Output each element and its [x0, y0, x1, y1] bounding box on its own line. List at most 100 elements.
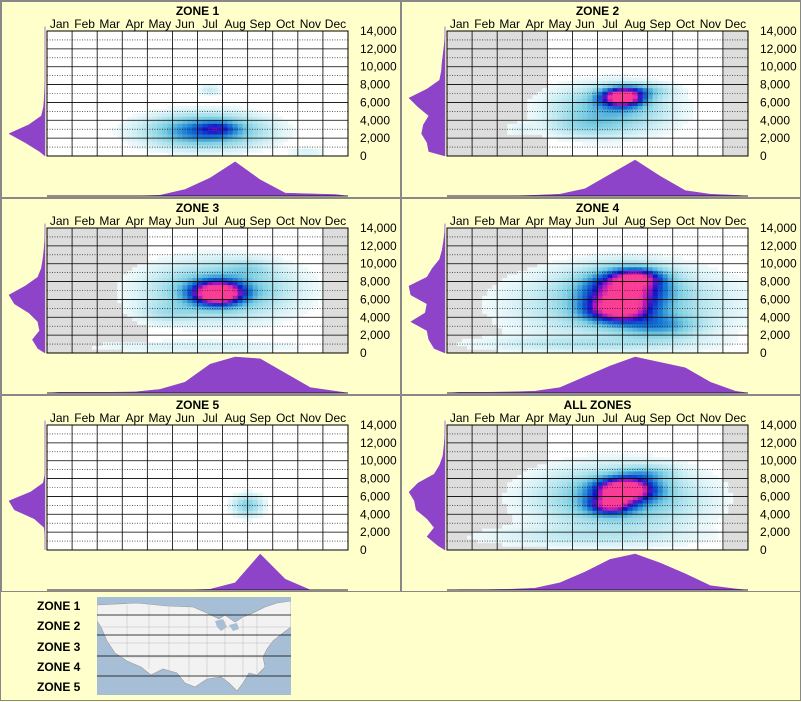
heat-cell	[257, 274, 264, 279]
heat-cell	[152, 141, 158, 146]
heat-cell	[612, 84, 618, 89]
heat-cell	[622, 310, 628, 315]
heat-cell	[532, 535, 538, 540]
heat-cell	[192, 338, 198, 343]
heat-cell	[527, 507, 533, 512]
heat-cell	[542, 106, 548, 110]
heat-cell	[527, 98, 533, 103]
heat-cell	[582, 134, 588, 139]
heat-cell	[542, 328, 548, 332]
heat-cell	[532, 510, 538, 515]
heat-cell	[532, 542, 538, 547]
heat-cell	[562, 102, 568, 107]
heat-cell	[537, 489, 543, 494]
heat-cell	[672, 496, 679, 501]
heat-cell	[502, 335, 508, 340]
heat-cell	[642, 116, 648, 121]
heat-cell	[572, 131, 578, 135]
heat-cell	[652, 84, 658, 89]
heat-cell	[592, 317, 598, 322]
heat-cell	[527, 299, 533, 304]
heat-cell	[252, 295, 258, 300]
heat-cell	[242, 113, 248, 118]
heat-cell	[147, 320, 153, 325]
heat-cell	[572, 489, 578, 494]
heat-cell	[107, 345, 113, 350]
heat-cell	[167, 317, 173, 322]
heat-cell	[142, 295, 148, 300]
heat-cell	[507, 131, 513, 135]
heat-cell	[212, 152, 218, 157]
heat-cell	[567, 310, 573, 315]
heat-cell	[687, 496, 694, 501]
heat-cell	[567, 84, 573, 89]
heat-cell	[592, 285, 598, 290]
heat-cell	[222, 260, 228, 265]
heat-cell	[262, 299, 269, 304]
heat-cell	[692, 331, 699, 336]
heat-cell	[542, 299, 548, 304]
heat-cell	[257, 263, 264, 268]
heat-cell	[562, 131, 568, 135]
heat-cell	[522, 535, 528, 540]
heat-cell	[602, 260, 608, 265]
month-label: Sep	[250, 17, 272, 31]
heat-cell	[492, 285, 498, 290]
heat-cell	[542, 320, 548, 325]
heat-cell	[277, 141, 284, 146]
heat-cell	[592, 295, 598, 300]
heat-cell	[612, 496, 618, 501]
heat-cell	[132, 295, 138, 300]
heat-cell	[632, 310, 638, 315]
heat-cell	[607, 320, 613, 325]
heat-cell	[572, 285, 578, 290]
heat-cell	[622, 263, 628, 268]
heat-cell	[242, 148, 248, 153]
heat-cell	[642, 507, 648, 512]
heat-cell	[187, 138, 193, 143]
heat-cell	[537, 528, 543, 533]
heat-cell	[277, 138, 284, 143]
heat-cell	[712, 270, 719, 275]
heat-cell	[662, 320, 669, 325]
heat-cell	[642, 84, 648, 89]
heat-cell	[157, 292, 163, 297]
heat-cell	[642, 345, 648, 350]
heat-cell	[502, 310, 508, 315]
heat-cell	[672, 88, 679, 93]
heat-cell	[582, 335, 588, 340]
heat-cell	[122, 292, 128, 297]
heat-cell	[217, 320, 223, 325]
heat-cell	[607, 457, 613, 462]
heat-cell	[607, 338, 613, 343]
heat-cell	[267, 320, 274, 325]
heat-cell	[512, 338, 518, 343]
heat-cell	[132, 310, 138, 315]
heat-cell	[697, 525, 704, 529]
heat-cell	[217, 338, 223, 343]
heat-cell	[232, 123, 238, 128]
heat-cell	[622, 328, 628, 332]
heat-cell	[272, 278, 279, 282]
heat-cell	[582, 532, 588, 537]
heat-cell	[712, 267, 719, 272]
heat-cell	[217, 120, 223, 125]
heat-cell	[522, 335, 528, 340]
heat-cell	[552, 285, 558, 290]
heat-cell	[682, 492, 689, 497]
heat-cell	[237, 278, 243, 282]
heat-cell	[557, 471, 563, 476]
heat-cell	[652, 482, 658, 487]
heat-cell	[137, 317, 143, 322]
heat-cell	[632, 471, 638, 476]
heat-cell	[157, 263, 163, 268]
heat-cell	[537, 535, 543, 540]
heat-cell	[277, 320, 284, 325]
heat-cell	[517, 345, 523, 350]
heat-cell	[202, 278, 208, 282]
heat-cell	[227, 500, 233, 504]
heat-cell	[687, 278, 694, 282]
heat-cell	[672, 292, 679, 297]
heat-cell	[617, 274, 623, 279]
heat-cell	[282, 345, 289, 350]
